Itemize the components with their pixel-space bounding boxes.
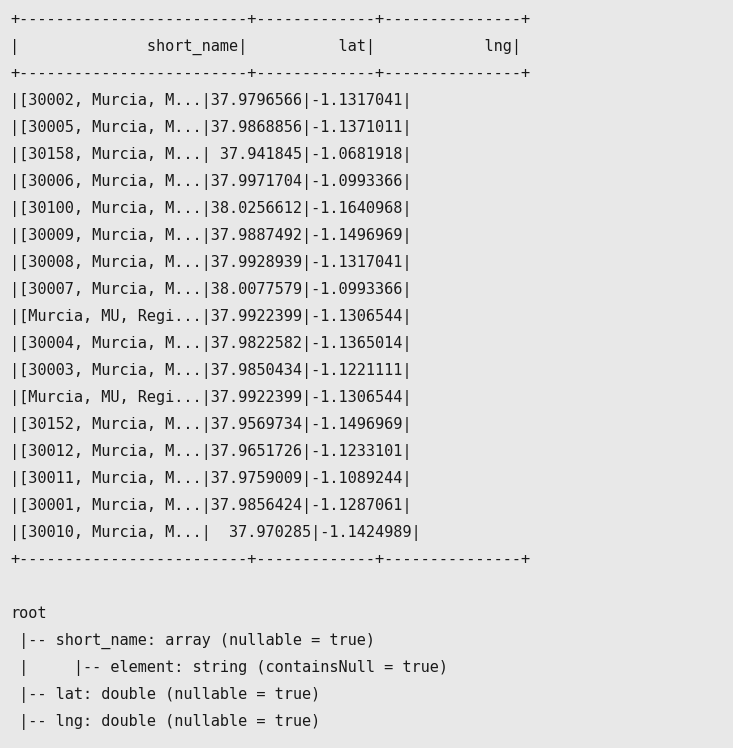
Text: |-- lng: double (nullable = true): |-- lng: double (nullable = true) bbox=[10, 714, 320, 730]
Text: |[Murcia, MU, Regi...|37.9922399|-1.1306544|: |[Murcia, MU, Regi...|37.9922399|-1.1306… bbox=[10, 390, 411, 406]
Text: |[30011, Murcia, M...|37.9759009|-1.1089244|: |[30011, Murcia, M...|37.9759009|-1.1089… bbox=[10, 471, 411, 487]
Text: |[30008, Murcia, M...|37.9928939|-1.1317041|: |[30008, Murcia, M...|37.9928939|-1.1317… bbox=[10, 255, 411, 271]
Text: |[30012, Murcia, M...|37.9651726|-1.1233101|: |[30012, Murcia, M...|37.9651726|-1.1233… bbox=[10, 444, 411, 460]
Text: |[30001, Murcia, M...|37.9856424|-1.1287061|: |[30001, Murcia, M...|37.9856424|-1.1287… bbox=[10, 498, 411, 514]
Text: |[30007, Murcia, M...|38.0077579|-1.0993366|: |[30007, Murcia, M...|38.0077579|-1.0993… bbox=[10, 282, 411, 298]
Text: |-- short_name: array (nullable = true): |-- short_name: array (nullable = true) bbox=[10, 633, 375, 649]
Text: |[30006, Murcia, M...|37.9971704|-1.0993366|: |[30006, Murcia, M...|37.9971704|-1.0993… bbox=[10, 174, 411, 190]
Text: |[30152, Murcia, M...|37.9569734|-1.1496969|: |[30152, Murcia, M...|37.9569734|-1.1496… bbox=[10, 417, 411, 433]
Text: |[30100, Murcia, M...|38.0256612|-1.1640968|: |[30100, Murcia, M...|38.0256612|-1.1640… bbox=[10, 201, 411, 217]
Text: |[30002, Murcia, M...|37.9796566|-1.1317041|: |[30002, Murcia, M...|37.9796566|-1.1317… bbox=[10, 93, 411, 109]
Text: |              short_name|          lat|            lng|: | short_name| lat| lng| bbox=[10, 39, 521, 55]
Text: |[30003, Murcia, M...|37.9850434|-1.1221111|: |[30003, Murcia, M...|37.9850434|-1.1221… bbox=[10, 363, 411, 379]
Text: +-------------------------+-------------+---------------+: +-------------------------+-------------… bbox=[10, 12, 530, 27]
Text: |[Murcia, MU, Regi...|37.9922399|-1.1306544|: |[Murcia, MU, Regi...|37.9922399|-1.1306… bbox=[10, 309, 411, 325]
Text: |     |-- element: string (containsNull = true): | |-- element: string (containsNull = tr… bbox=[10, 660, 448, 676]
Text: |[30009, Murcia, M...|37.9887492|-1.1496969|: |[30009, Murcia, M...|37.9887492|-1.1496… bbox=[10, 228, 411, 244]
Text: |[30004, Murcia, M...|37.9822582|-1.1365014|: |[30004, Murcia, M...|37.9822582|-1.1365… bbox=[10, 336, 411, 352]
Text: +-------------------------+-------------+---------------+: +-------------------------+-------------… bbox=[10, 552, 530, 567]
Text: root: root bbox=[10, 606, 46, 621]
Text: |[30158, Murcia, M...| 37.941845|-1.0681918|: |[30158, Murcia, M...| 37.941845|-1.0681… bbox=[10, 147, 411, 163]
Text: |[30010, Murcia, M...|  37.970285|-1.1424989|: |[30010, Murcia, M...| 37.970285|-1.1424… bbox=[10, 525, 421, 541]
Text: +-------------------------+-------------+---------------+: +-------------------------+-------------… bbox=[10, 66, 530, 81]
Text: |-- lat: double (nullable = true): |-- lat: double (nullable = true) bbox=[10, 687, 320, 703]
Text: |[30005, Murcia, M...|37.9868856|-1.1371011|: |[30005, Murcia, M...|37.9868856|-1.1371… bbox=[10, 120, 411, 136]
